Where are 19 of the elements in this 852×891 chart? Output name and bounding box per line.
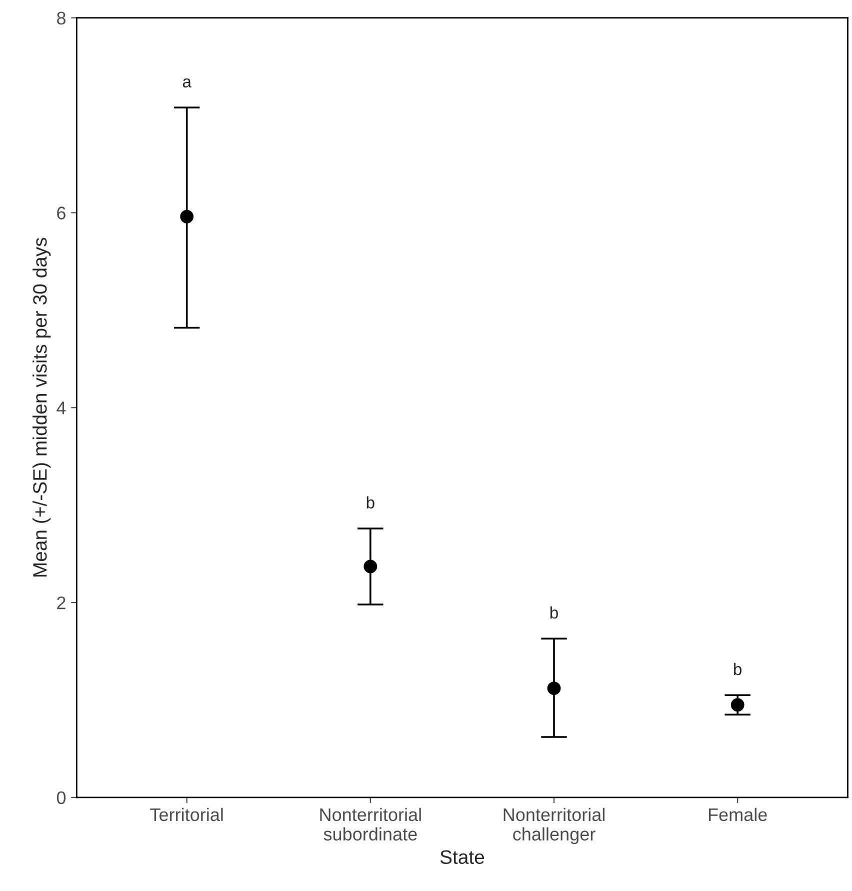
y-tick-label: 6 — [57, 206, 66, 220]
x-axis-title: State — [440, 850, 484, 864]
annotation: b — [366, 496, 374, 509]
annotation: b — [734, 662, 742, 676]
x-tick-label: Territorial — [150, 808, 223, 822]
y-axis-title: Mean (+/-SE) midden visits per 30 days — [32, 238, 51, 577]
point — [547, 682, 561, 696]
y-tick-label: 2 — [57, 596, 66, 610]
point — [364, 560, 378, 574]
y-tick-label: 4 — [56, 402, 66, 414]
y-tick-label: 0 — [56, 791, 66, 804]
annotation: b — [550, 606, 558, 619]
annotation: a — [182, 78, 192, 88]
point — [180, 210, 194, 224]
x-tick-label: Female — [708, 808, 767, 822]
y-tick-label: 8 — [57, 12, 66, 25]
x-tick-label: Nonterritorial subordinate — [320, 808, 421, 841]
point — [730, 698, 744, 712]
x-tick-label: Nonterritorial challenger — [504, 808, 604, 844]
